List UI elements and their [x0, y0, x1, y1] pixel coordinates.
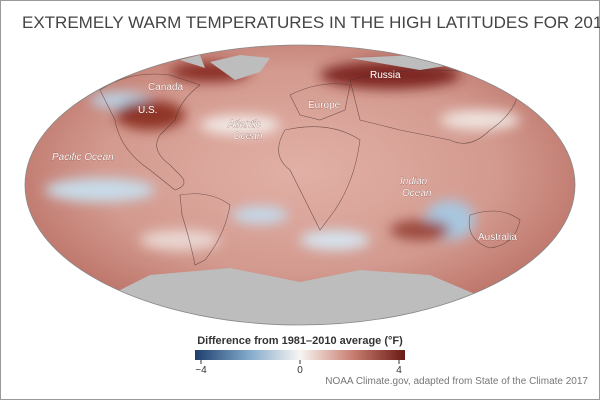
- label-us: U.S.: [138, 105, 157, 116]
- tick-label: 0: [297, 365, 303, 376]
- label-canada: Canada: [148, 82, 183, 93]
- tick-label: −4: [195, 365, 207, 376]
- label-pacific: Pacific Ocean: [52, 152, 114, 163]
- credit: NOAA Climate.gov, adapted from State of …: [325, 376, 588, 387]
- label-indian-2: Ocean: [402, 188, 432, 199]
- colorbar: [195, 350, 405, 360]
- map-outline: [24, 44, 576, 326]
- label-australia: Australia: [478, 232, 517, 243]
- label-atlantic-2: Ocean: [233, 131, 263, 142]
- label-indian-1: Indian: [400, 176, 428, 187]
- map: [25, 45, 575, 325]
- title: EXTREMELY WARM TEMPERATURES IN THE HIGH …: [22, 13, 600, 32]
- legend-title: Difference from 1981–2010 average (°F): [197, 335, 403, 347]
- label-atlantic-1: Atlantic: [227, 119, 261, 130]
- legend-ticks: −4 0 4: [195, 360, 402, 376]
- label-russia: Russia: [370, 70, 401, 81]
- label-europe: Europe: [308, 100, 341, 111]
- tick-label: 4: [396, 365, 402, 376]
